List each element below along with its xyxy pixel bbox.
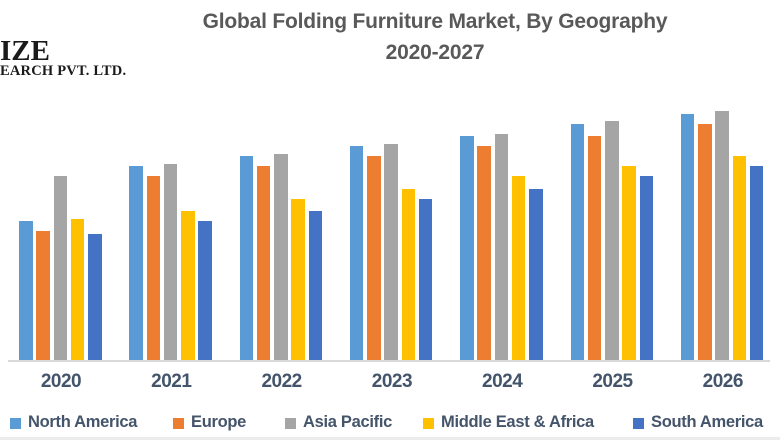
bar-middle-east-africa-2026: [732, 156, 747, 361]
bar-asia-pacific-2023: [384, 143, 398, 361]
bar-south-america-2026: [749, 166, 764, 361]
legend-item-north-america: North America: [10, 413, 137, 432]
legend-swatch-icon: [633, 417, 644, 429]
bar-asia-pacific-2021: [163, 163, 178, 361]
legend-item-middle-east-africa: Middle East & Africa: [423, 413, 594, 432]
bar-asia-pacific-2025: [605, 121, 619, 361]
bar-asia-pacific-2024: [494, 133, 509, 361]
bar-europe-2024: [477, 146, 491, 361]
bar-south-america-2021: [198, 221, 212, 361]
bar-asia-pacific-2026: [715, 111, 729, 361]
legend-label: North America: [28, 413, 138, 431]
publisher-logo: IZE EARCH PVT. LTD.: [0, 35, 127, 79]
bar-north-america-2022: [239, 156, 254, 361]
legend-swatch-icon: [173, 417, 184, 429]
bar-europe-2021: [146, 176, 161, 361]
legend-item-europe: Europe: [173, 413, 246, 432]
legend-label: Middle East & Africa: [441, 413, 594, 431]
bar-europe-2025: [587, 136, 602, 361]
x-axis-label-2021: 2021: [151, 371, 192, 392]
bar-south-america-2025: [639, 176, 653, 361]
logo-text-bottom: EARCH PVT. LTD.: [0, 63, 127, 79]
chart-title-line1: Global Folding Furniture Market, By Geog…: [202, 10, 668, 33]
legend-swatch-icon: [10, 417, 21, 429]
x-axis-line: [8, 360, 770, 362]
x-axis-label-2024: 2024: [482, 371, 523, 392]
bar-middle-east-africa-2023: [401, 188, 416, 361]
bar-middle-east-africa-2022: [291, 198, 305, 361]
bar-south-america-2022: [308, 211, 323, 361]
x-axis-label-2020: 2020: [40, 371, 82, 392]
x-axis-label-2025: 2025: [592, 371, 633, 392]
legend-label: South America: [651, 413, 763, 431]
legend-item-asia-pacific: Asia Pacific: [285, 413, 392, 432]
bar-north-america-2020: [19, 221, 33, 361]
bar-middle-east-africa-2024: [511, 176, 526, 361]
bottom-edge-decoration: [0, 437, 780, 440]
bar-south-america-2023: [418, 198, 433, 361]
bar-middle-east-africa-2025: [622, 166, 636, 361]
chart-title: Global Folding Furniture Market, By Geog…: [100, 6, 770, 68]
bar-north-america-2023: [349, 146, 364, 361]
bar-asia-pacific-2022: [274, 153, 288, 361]
legend-swatch-icon: [285, 417, 296, 429]
bar-north-america-2024: [460, 136, 474, 361]
bar-middle-east-africa-2021: [181, 211, 195, 361]
legend-label: Asia Pacific: [303, 413, 393, 431]
bar-asia-pacific-2020: [53, 176, 67, 361]
bar-south-america-2024: [529, 188, 543, 361]
bar-north-america-2021: [129, 166, 143, 361]
bar-europe-2026: [698, 123, 712, 361]
x-axis-label-2022: 2022: [261, 371, 302, 392]
legend-swatch-icon: [423, 417, 434, 429]
bar-north-america-2026: [680, 113, 695, 361]
x-axis-label-2026: 2026: [702, 371, 744, 392]
bar-south-america-2020: [88, 233, 102, 361]
bar-middle-east-africa-2020: [70, 218, 85, 361]
bar-north-america-2025: [570, 123, 584, 361]
x-axis-label-2023: 2023: [371, 371, 413, 392]
legend-item-south-america: South America: [633, 413, 763, 432]
bar-europe-2022: [256, 166, 271, 361]
bar-europe-2023: [367, 156, 381, 361]
chart-title-line2: 2020-2027: [385, 41, 485, 64]
legend-label: Europe: [191, 413, 247, 431]
logo-text-top: IZE: [0, 35, 50, 67]
bar-europe-2020: [36, 231, 50, 361]
